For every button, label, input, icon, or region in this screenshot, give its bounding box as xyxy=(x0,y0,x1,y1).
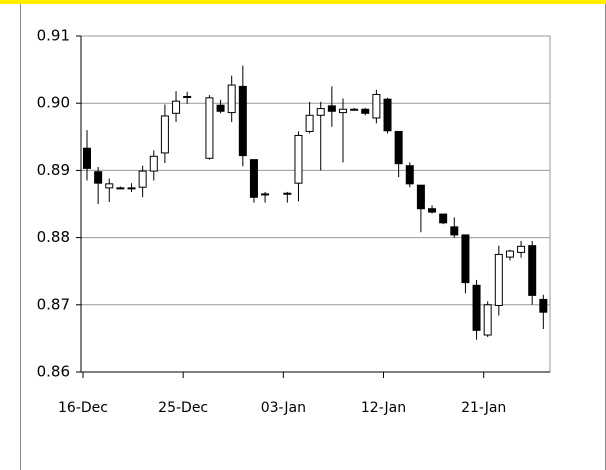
candle-body xyxy=(183,95,192,98)
candle-body xyxy=(539,298,548,313)
candle-body xyxy=(172,100,181,114)
candle-body xyxy=(505,250,514,258)
x-tick-label: 16-Dec xyxy=(58,400,108,416)
candle-body xyxy=(294,134,303,184)
x-tick-label: 25-Dec xyxy=(158,400,208,416)
candle-body xyxy=(316,108,325,116)
candle-body xyxy=(238,85,247,157)
candle-body xyxy=(528,245,537,296)
candle-body xyxy=(338,108,347,114)
candle-body xyxy=(472,284,481,331)
y-tick-label: 0.88 xyxy=(37,228,70,246)
candle-body xyxy=(216,104,225,112)
y-tick-label: 0.90 xyxy=(37,94,70,112)
top-border xyxy=(0,0,606,4)
y-tick-label: 0.89 xyxy=(37,161,70,179)
x-tick-label: 12-Jan xyxy=(361,400,406,416)
candle-body xyxy=(383,98,392,132)
candle-body xyxy=(149,155,158,172)
y-tick-label: 0.87 xyxy=(37,295,70,313)
candle-body xyxy=(305,114,314,132)
candle-body xyxy=(205,97,214,159)
x-tick-label: 03-Jan xyxy=(261,400,306,416)
candle-body xyxy=(405,165,414,185)
y-tick-label: 0.91 xyxy=(37,27,70,45)
candle-body xyxy=(327,105,336,112)
candle-body xyxy=(439,213,448,224)
candle-body xyxy=(116,187,125,190)
candle-body xyxy=(227,84,236,114)
candle-body xyxy=(461,234,470,284)
candle-body xyxy=(283,192,292,195)
candle-body xyxy=(94,171,103,184)
candle-body xyxy=(517,245,526,253)
candle-body xyxy=(483,304,492,336)
candle-body xyxy=(494,253,503,306)
candle-body xyxy=(416,184,425,210)
y-tick-label: 0.86 xyxy=(37,363,70,381)
candle-body xyxy=(450,226,459,236)
candle-body xyxy=(261,193,270,196)
candle-body xyxy=(83,147,91,169)
candle-body xyxy=(105,183,114,189)
candle-body xyxy=(350,108,359,111)
candle-body xyxy=(138,170,147,188)
candle-body xyxy=(160,115,169,154)
candle-body xyxy=(372,93,381,119)
candle-body xyxy=(428,208,437,213)
candle-body xyxy=(127,187,136,190)
candle-body xyxy=(394,130,403,165)
x-tick-label: 21-Jan xyxy=(461,400,506,416)
candle-body xyxy=(361,108,370,114)
candle-body xyxy=(249,159,258,198)
